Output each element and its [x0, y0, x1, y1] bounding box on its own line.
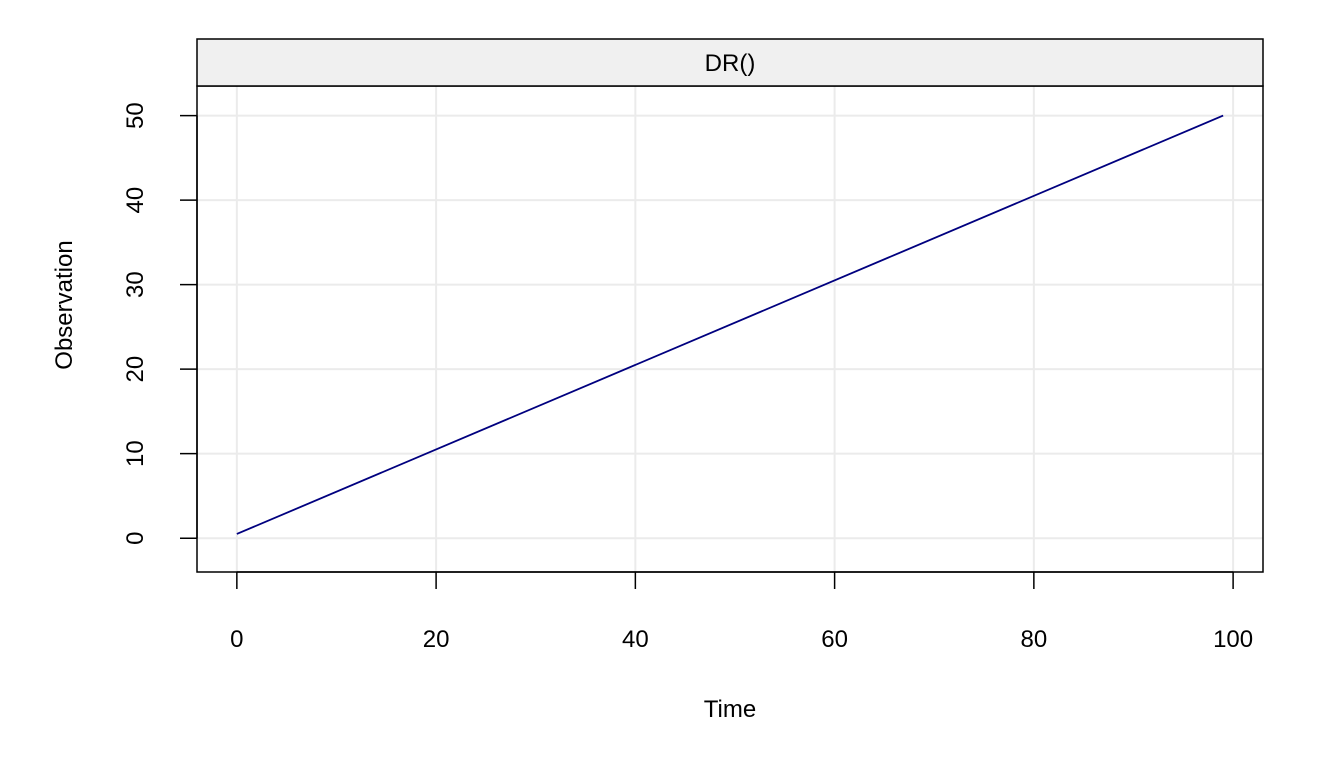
y-tick-label-2: 20 [122, 356, 149, 383]
strip-header [196, 38, 1264, 87]
y-axis: 0 10 20 30 40 50 [122, 102, 198, 545]
x-tick-label-3: 60 [821, 626, 848, 653]
y-tick-label-3: 30 [122, 271, 149, 298]
x-axis-label: Time [704, 696, 756, 723]
y-tick-label-0: 0 [122, 532, 149, 545]
x-tick-label-0: 0 [230, 626, 243, 653]
series-line-0 [236, 114, 1224, 535]
x-tick-label-1: 20 [423, 626, 450, 653]
chart-title: DR() [705, 50, 756, 77]
y-tick-label-5: 50 [122, 102, 149, 129]
y-tick-label-4: 40 [122, 187, 149, 214]
y-axis-label: Observation [51, 240, 78, 369]
series-layer [236, 114, 1224, 535]
x-tick-label-5: 100 [1213, 626, 1253, 653]
grid [197, 86, 1263, 572]
plot-panel-frame [196, 85, 1264, 573]
x-tick-label-4: 80 [1021, 626, 1048, 653]
y-tick-label-1: 10 [122, 440, 149, 467]
x-axis: 0 20 40 60 80 100 [230, 571, 1253, 653]
x-tick-label-2: 40 [622, 626, 649, 653]
